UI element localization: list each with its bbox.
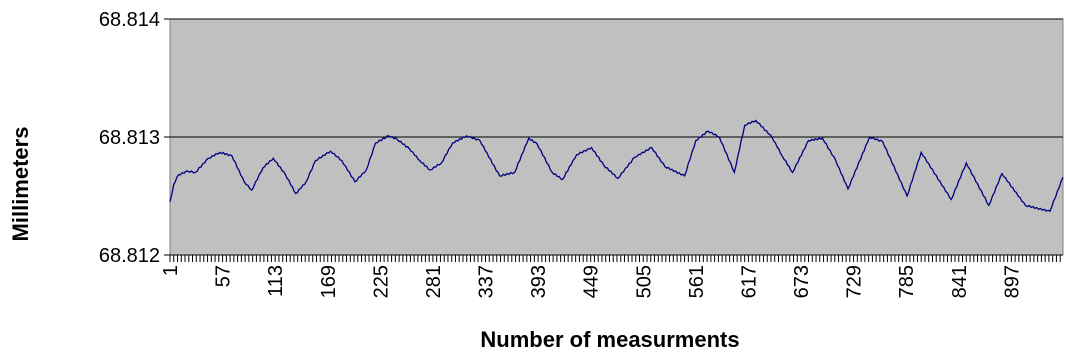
x-tick-label: 169 (318, 265, 340, 298)
x-tick-label: 505 (633, 265, 655, 298)
y-tick-label: 68.813 (99, 127, 160, 149)
x-axis-tick-labels: 1 57 113 169 225 281 337 393 449 505 561 617 673 729 7… (160, 265, 1023, 298)
x-tick-label: 1 (160, 265, 182, 276)
x-axis-title: Number of measurments (480, 327, 739, 352)
y-axis-tick-labels: 68.812 68.813 68.814 (99, 9, 160, 267)
x-tick-label: 729 (844, 265, 866, 298)
y-tick-label: 68.812 (99, 245, 160, 267)
x-axis-ticks (169, 255, 1061, 262)
x-tick-label: 57 (213, 265, 235, 287)
x-tick-label: 281 (423, 265, 445, 298)
x-tick-label: 393 (528, 265, 550, 298)
x-tick-label: 841 (949, 265, 971, 298)
x-tick-label: 617 (738, 265, 760, 298)
x-tick-label: 785 (896, 265, 918, 298)
x-tick-label: 113 (265, 265, 287, 297)
x-tick-label: 897 (1001, 265, 1023, 298)
x-tick-label: 561 (686, 265, 708, 298)
y-tick-label: 68.814 (99, 9, 160, 31)
x-tick-label: 449 (581, 265, 603, 298)
x-tick-label: 337 (476, 265, 498, 298)
x-tick-label: 673 (791, 265, 813, 298)
y-axis-title: Millimeters (8, 127, 33, 242)
series-line (169, 119, 1064, 213)
x-tick-label: 225 (370, 265, 392, 298)
